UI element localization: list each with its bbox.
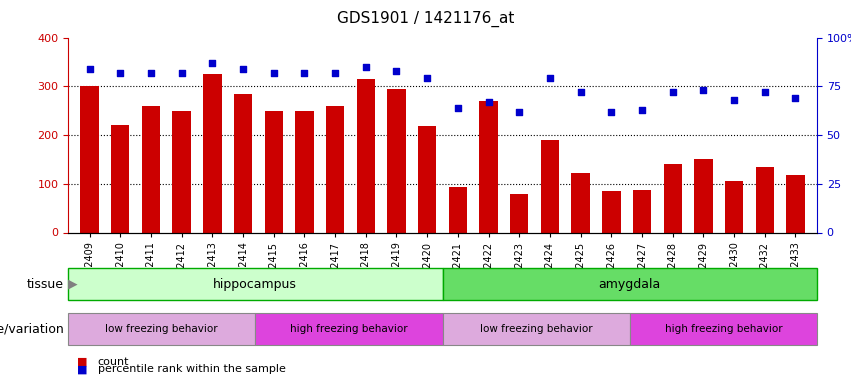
Point bbox=[328, 70, 342, 76]
Bar bbox=[80, 86, 99, 232]
Point bbox=[390, 68, 403, 74]
Point bbox=[298, 70, 311, 76]
Bar bbox=[142, 106, 160, 232]
Point bbox=[451, 105, 465, 111]
Text: ■: ■ bbox=[77, 357, 87, 367]
Bar bbox=[265, 111, 283, 232]
Bar bbox=[633, 190, 651, 232]
Bar bbox=[418, 126, 437, 232]
Text: ■: ■ bbox=[77, 364, 87, 374]
Bar bbox=[111, 125, 129, 232]
Text: low freezing behavior: low freezing behavior bbox=[106, 324, 218, 334]
Bar bbox=[295, 111, 314, 232]
Point bbox=[789, 95, 802, 101]
Bar bbox=[694, 159, 712, 232]
Point bbox=[83, 66, 96, 72]
Text: count: count bbox=[98, 357, 129, 367]
Point bbox=[635, 106, 648, 112]
Bar bbox=[756, 166, 774, 232]
Bar bbox=[387, 89, 406, 232]
Bar bbox=[357, 79, 375, 232]
Point bbox=[359, 64, 373, 70]
Text: low freezing behavior: low freezing behavior bbox=[480, 324, 592, 334]
Bar bbox=[510, 194, 528, 232]
Text: amygdala: amygdala bbox=[598, 278, 661, 291]
Point bbox=[758, 89, 772, 95]
Point bbox=[174, 70, 188, 76]
Point bbox=[420, 75, 434, 81]
Bar bbox=[326, 106, 345, 232]
Bar bbox=[540, 140, 559, 232]
Point bbox=[267, 70, 281, 76]
Text: hippocampus: hippocampus bbox=[214, 278, 297, 291]
Text: high freezing behavior: high freezing behavior bbox=[665, 324, 782, 334]
Point bbox=[604, 109, 618, 115]
Bar bbox=[664, 164, 682, 232]
Bar bbox=[603, 191, 620, 232]
Bar bbox=[173, 111, 191, 232]
Point bbox=[665, 89, 679, 95]
Text: ▶: ▶ bbox=[64, 278, 77, 291]
Point bbox=[237, 66, 250, 72]
Point bbox=[482, 99, 495, 105]
Bar bbox=[725, 182, 743, 232]
Text: tissue: tissue bbox=[27, 278, 64, 291]
Point bbox=[206, 60, 220, 66]
Text: genotype/variation: genotype/variation bbox=[0, 322, 64, 336]
Point bbox=[574, 89, 587, 95]
Text: high freezing behavior: high freezing behavior bbox=[290, 324, 408, 334]
Point bbox=[113, 70, 127, 76]
Point bbox=[144, 70, 157, 76]
Point bbox=[543, 75, 557, 81]
Point bbox=[512, 109, 526, 115]
Text: GDS1901 / 1421176_at: GDS1901 / 1421176_at bbox=[337, 11, 514, 27]
Bar bbox=[203, 74, 221, 232]
Bar bbox=[448, 187, 467, 232]
Point bbox=[728, 97, 741, 103]
Point bbox=[697, 87, 711, 93]
Bar bbox=[786, 175, 805, 232]
Bar bbox=[234, 94, 252, 232]
Bar bbox=[479, 101, 498, 232]
Text: percentile rank within the sample: percentile rank within the sample bbox=[98, 364, 286, 374]
Bar bbox=[571, 173, 590, 232]
